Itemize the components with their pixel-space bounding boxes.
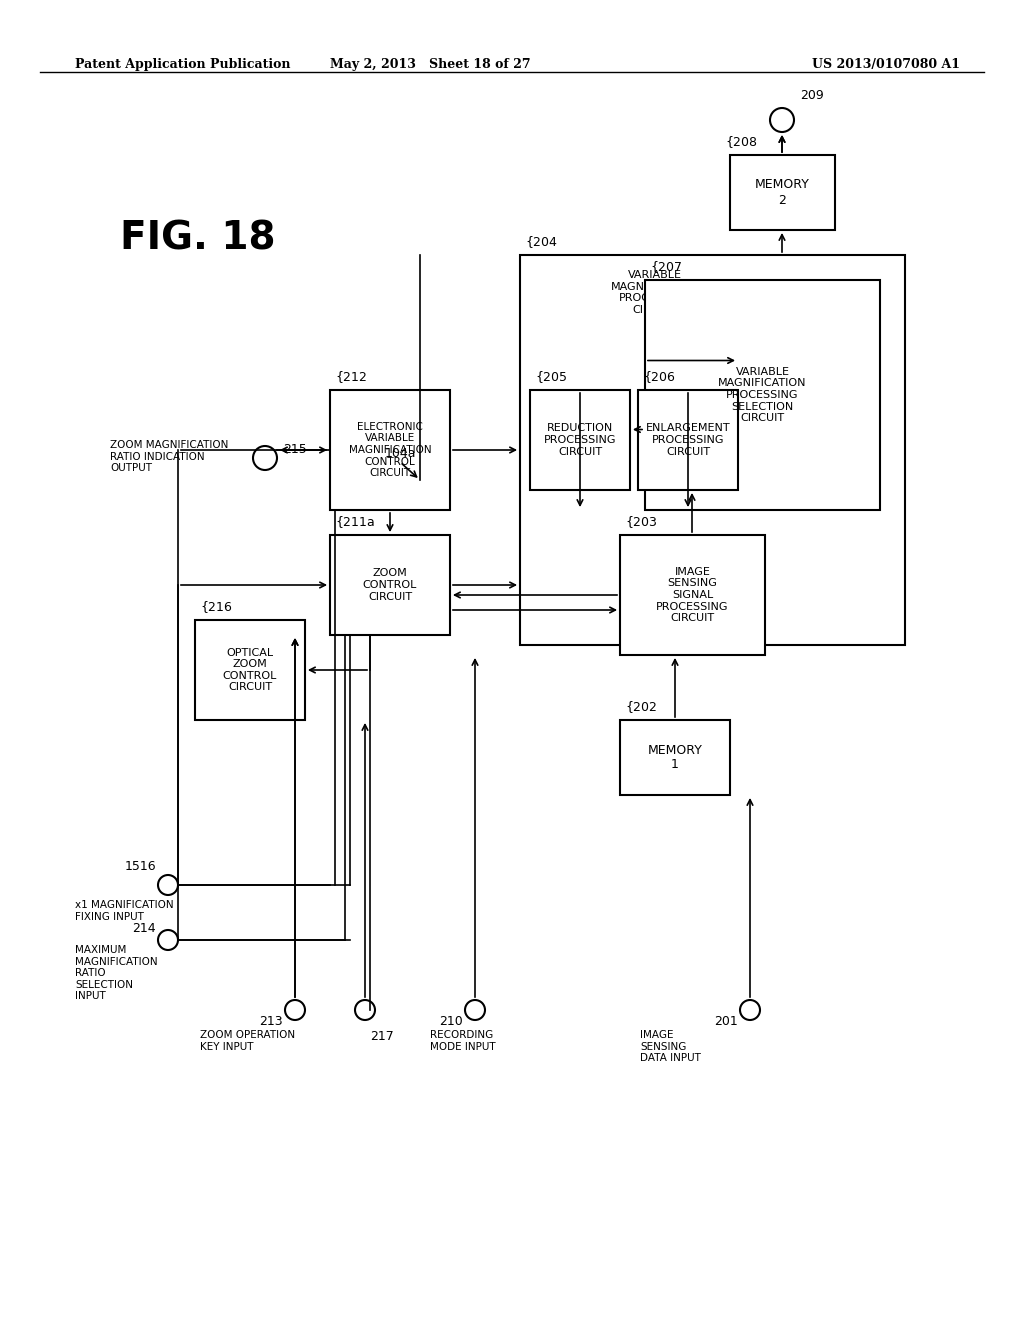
Text: x1 MAGNIFICATION
FIXING INPUT: x1 MAGNIFICATION FIXING INPUT — [75, 900, 174, 921]
Text: OPTICAL
ZOOM
CONTROL
CIRCUIT: OPTICAL ZOOM CONTROL CIRCUIT — [223, 648, 278, 693]
Text: $\{$205: $\{$205 — [535, 370, 567, 385]
Text: $\{$202: $\{$202 — [625, 700, 657, 715]
Text: ZOOM
CONTROL
CIRCUIT: ZOOM CONTROL CIRCUIT — [362, 569, 417, 602]
Text: $\{$204: $\{$204 — [525, 234, 558, 249]
Text: $\{$206: $\{$206 — [643, 370, 676, 385]
Bar — [330, 389, 450, 510]
Text: 209: 209 — [800, 88, 823, 102]
Text: REDUCTION
PROCESSING
CIRCUIT: REDUCTION PROCESSING CIRCUIT — [544, 424, 616, 457]
Text: 215: 215 — [283, 444, 307, 455]
Bar — [620, 535, 765, 655]
Text: 217: 217 — [370, 1030, 394, 1043]
Text: 210: 210 — [439, 1015, 463, 1028]
Text: May 2, 2013   Sheet 18 of 27: May 2, 2013 Sheet 18 of 27 — [330, 58, 530, 71]
Bar — [330, 535, 450, 635]
Bar — [195, 620, 305, 719]
Text: $\{$216: $\{$216 — [200, 599, 233, 615]
Text: $\{$211a: $\{$211a — [335, 513, 376, 531]
Text: 201: 201 — [715, 1015, 738, 1028]
Text: MEMORY
2: MEMORY 2 — [755, 178, 810, 206]
Text: RECORDING
MODE INPUT: RECORDING MODE INPUT — [430, 1030, 496, 1052]
Text: IMAGE
SENSING
SIGNAL
PROCESSING
CIRCUIT: IMAGE SENSING SIGNAL PROCESSING CIRCUIT — [656, 566, 729, 623]
Bar — [645, 280, 880, 510]
Text: VARIABLE
MAGNIFICATION
PROCESSING
SELECTION
CIRCUIT: VARIABLE MAGNIFICATION PROCESSING SELECT… — [718, 367, 807, 424]
Text: 214: 214 — [132, 921, 156, 935]
Text: 1516: 1516 — [124, 861, 156, 873]
Text: IMAGE
SENSING
DATA INPUT: IMAGE SENSING DATA INPUT — [640, 1030, 700, 1063]
Text: US 2013/0107080 A1: US 2013/0107080 A1 — [812, 58, 961, 71]
Bar — [530, 389, 630, 490]
Text: 213: 213 — [259, 1015, 283, 1028]
Text: $\{$207: $\{$207 — [650, 259, 683, 275]
Text: 104a: 104a — [385, 447, 417, 459]
Text: $\{$208: $\{$208 — [725, 135, 758, 150]
Text: MAXIMUM
MAGNIFICATION
RATIO
SELECTION
INPUT: MAXIMUM MAGNIFICATION RATIO SELECTION IN… — [75, 945, 158, 1002]
Text: ELECTRONIC
VARIABLE
MAGNIFICATION
CONTROL
CIRCUIT: ELECTRONIC VARIABLE MAGNIFICATION CONTRO… — [349, 422, 431, 478]
Text: Patent Application Publication: Patent Application Publication — [75, 58, 291, 71]
Text: FIG. 18: FIG. 18 — [120, 220, 275, 257]
Text: VARIABLE
MAGNIFICATION
PROCESSING
CIRCUIT: VARIABLE MAGNIFICATION PROCESSING CIRCUI… — [610, 271, 699, 314]
Text: $\{$212: $\{$212 — [335, 370, 368, 385]
Text: MEMORY
1: MEMORY 1 — [647, 743, 702, 771]
Text: ZOOM OPERATION
KEY INPUT: ZOOM OPERATION KEY INPUT — [200, 1030, 295, 1052]
Text: $\{$203: $\{$203 — [625, 513, 657, 531]
Text: ENLARGEMENT
PROCESSING
CIRCUIT: ENLARGEMENT PROCESSING CIRCUIT — [646, 424, 730, 457]
Text: ZOOM MAGNIFICATION
RATIO INDICATION
OUTPUT: ZOOM MAGNIFICATION RATIO INDICATION OUTP… — [110, 440, 228, 473]
Bar — [638, 389, 738, 490]
Bar — [620, 719, 730, 795]
Bar — [730, 154, 835, 230]
Bar — [520, 255, 905, 645]
